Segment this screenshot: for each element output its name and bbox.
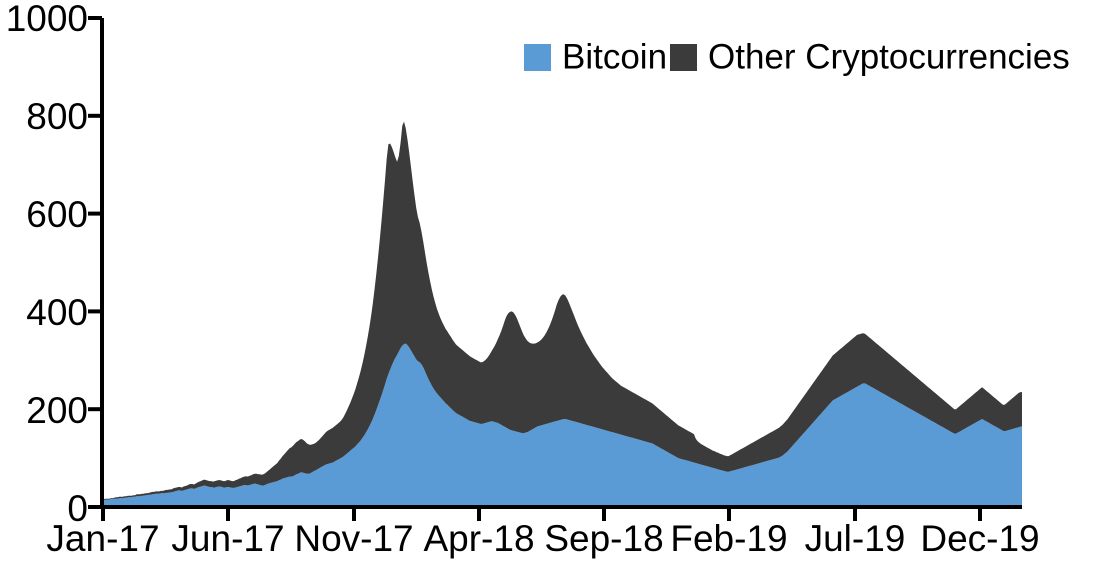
x-tick-label-jan-17: Jan-17 [46, 518, 159, 559]
x-tick-label-sep-18: Sep-18 [544, 518, 663, 559]
area-series-group [102, 121, 1022, 507]
area-series-bitcoin [102, 343, 1022, 507]
y-tick-label-800: 800 [26, 96, 88, 137]
area-series-other-cryptocurrencies [102, 121, 1022, 501]
y-tick-label-200: 200 [26, 390, 88, 431]
x-tick-label-apr-18: Apr-18 [423, 518, 534, 559]
y-axis-labels: 1000 800 600 400 200 0 [6, 0, 88, 529]
legend-swatch-other-cryptocurrencies [670, 44, 697, 71]
y-tick-label-400: 400 [26, 292, 88, 333]
legend-swatch-bitcoin [524, 44, 551, 71]
legend-label-bitcoin: Bitcoin [562, 37, 667, 76]
y-tick-label-600: 600 [26, 194, 88, 235]
y-tick-label-0: 0 [67, 488, 88, 529]
y-axis-ticks [88, 16, 102, 509]
x-tick-label-dec-19: Dec-19 [920, 518, 1039, 559]
legend-label-other-cryptocurrencies: Other Cryptocurrencies [708, 37, 1070, 76]
x-tick-label-nov-17: Nov-17 [294, 518, 413, 559]
chart-legend: Bitcoin Other Cryptocurrencies [524, 37, 1070, 76]
x-tick-label-jun-17: Jun-17 [171, 518, 284, 559]
x-axis-labels: Jan-17 Jun-17 Nov-17 Apr-18 Sep-18 Feb-1… [46, 518, 1039, 559]
x-axis-ticks [101, 507, 982, 521]
x-tick-label-jul-19: Jul-19 [805, 518, 906, 559]
x-tick-label-feb-19: Feb-19 [670, 518, 787, 559]
y-tick-label-1000: 1000 [6, 0, 88, 39]
